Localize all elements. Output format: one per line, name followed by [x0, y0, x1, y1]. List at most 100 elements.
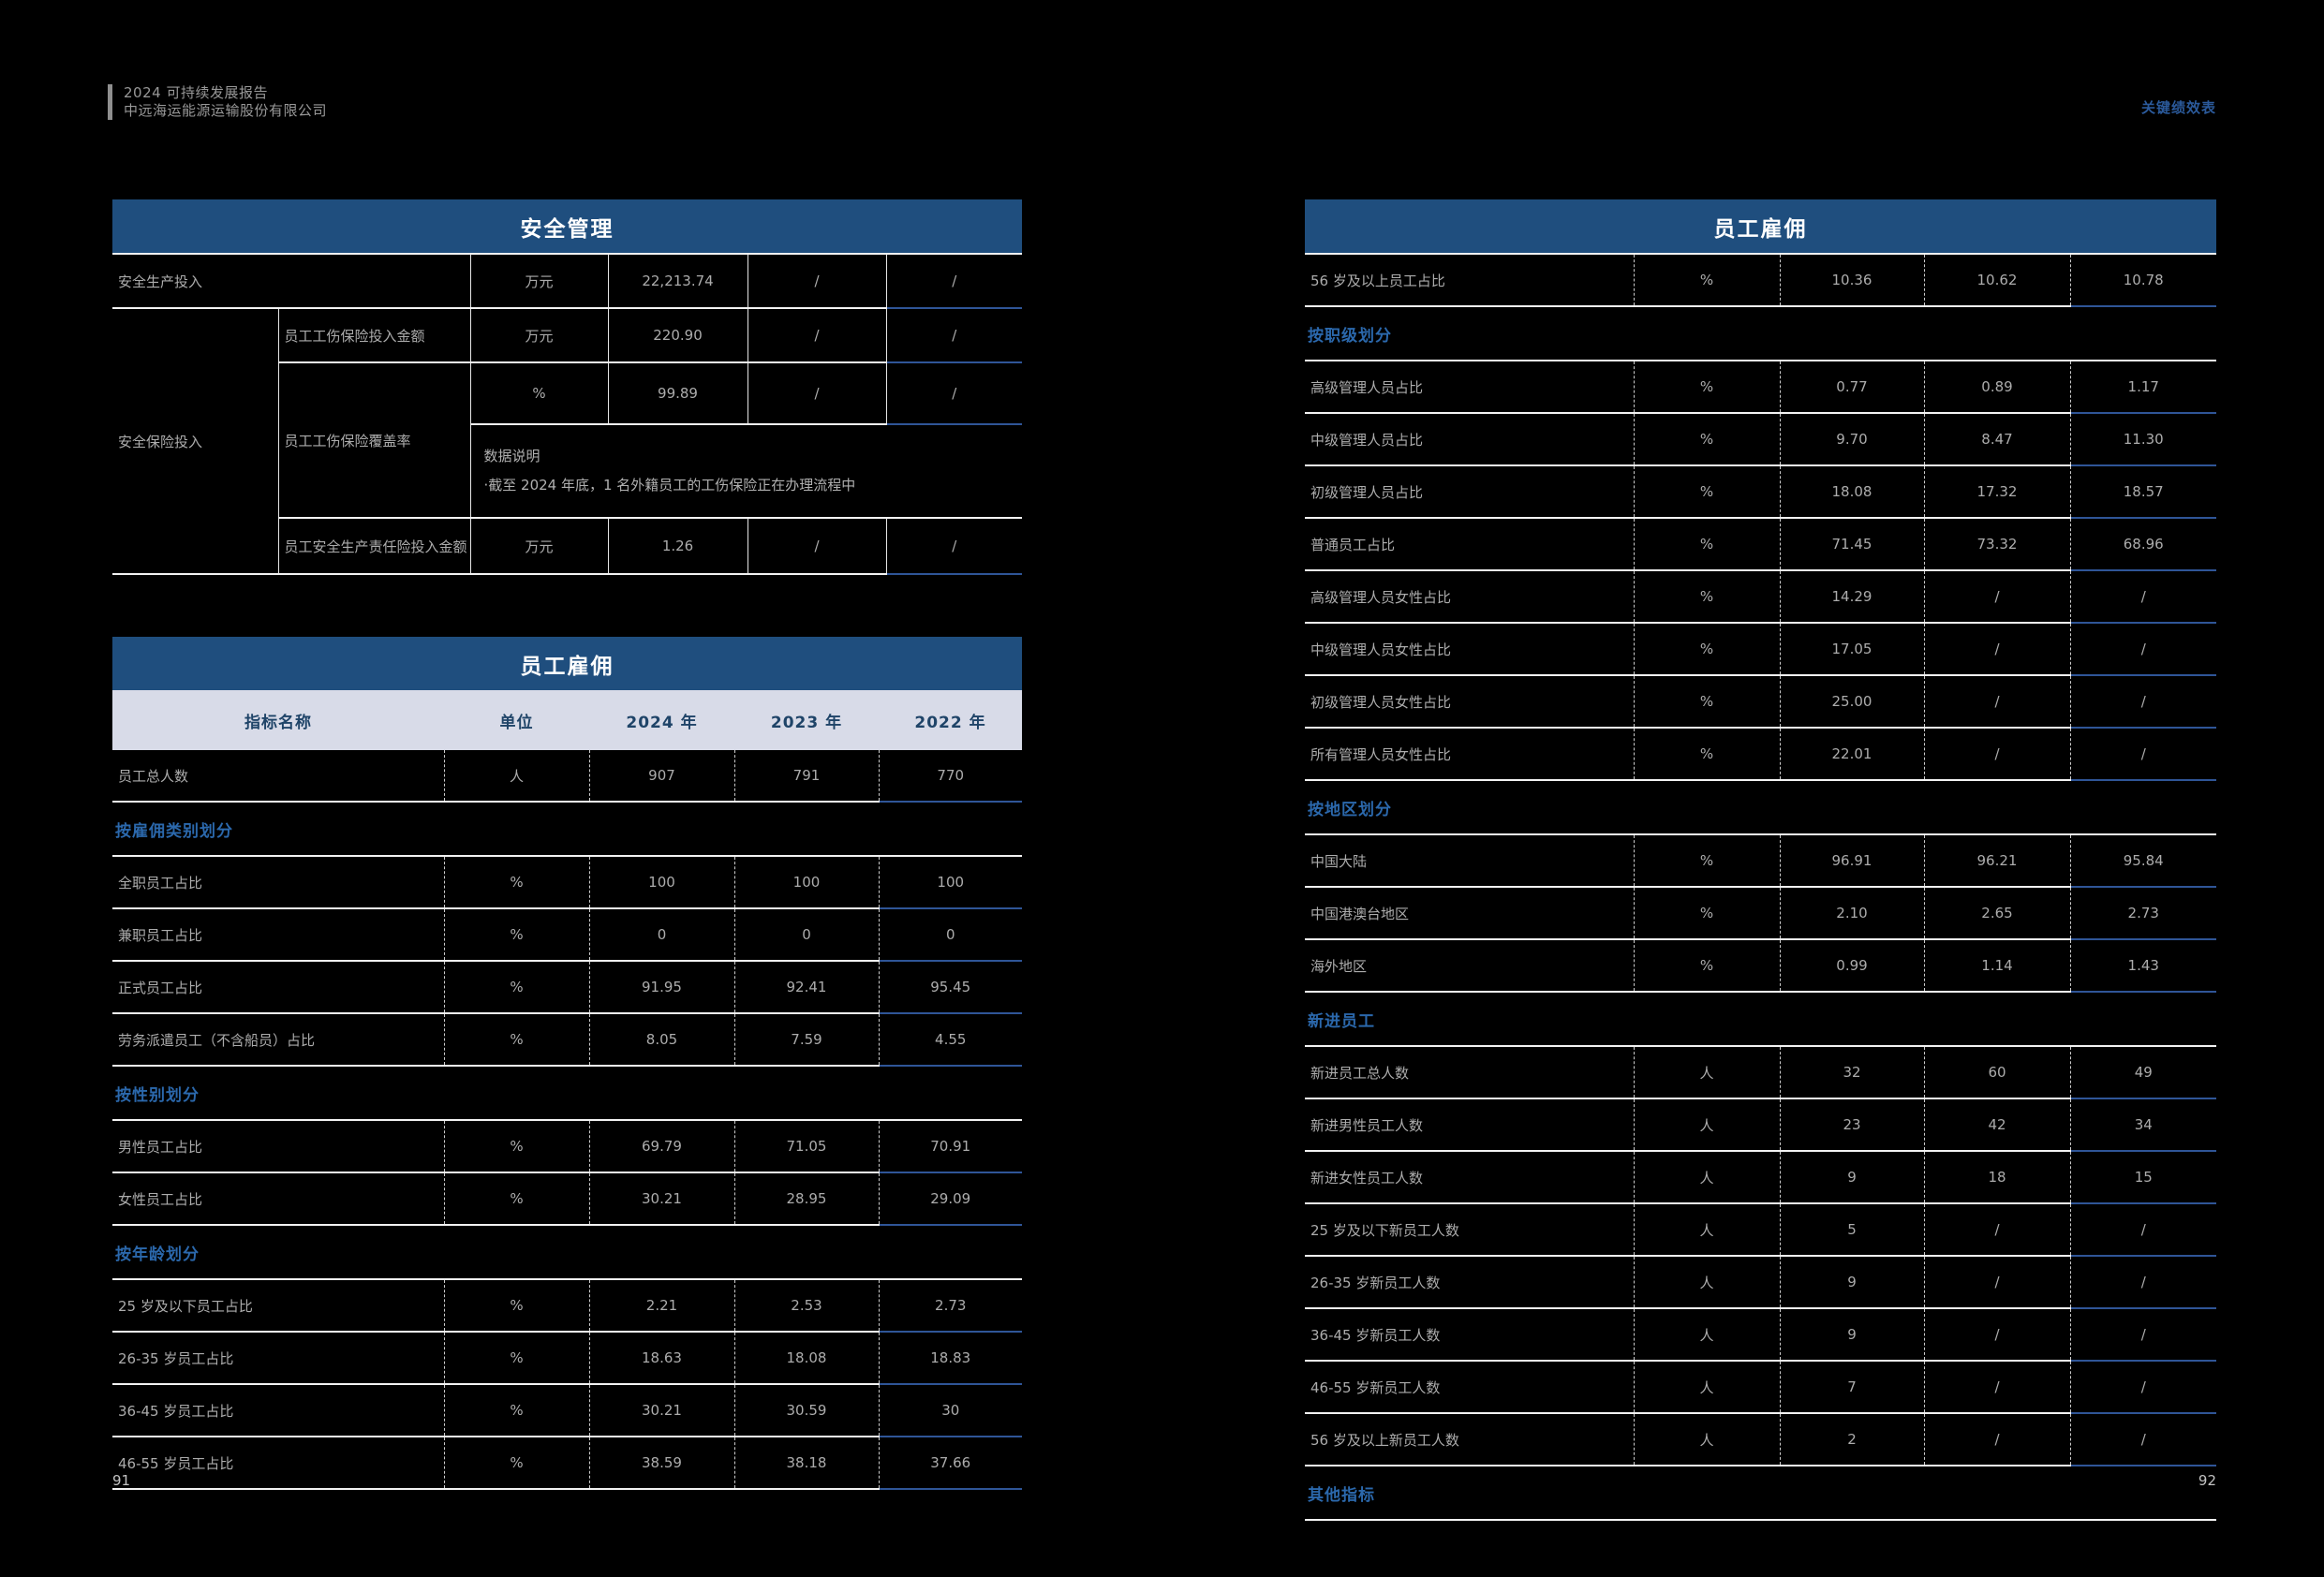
- section-tab-key-performance[interactable]: 关键绩效表: [2140, 99, 2216, 116]
- employee-employment-table-left: 员工雇佣 指标名称 单位 2024 年 2023 年 2022 年员工总人数人 907 79…: [112, 637, 1022, 1490]
- unit-cell: %: [1633, 887, 1780, 940]
- unit-cell: 人: [1633, 1413, 1780, 1466]
- unit-cell: %: [1633, 675, 1780, 729]
- indicator-cell: 26-35 岁新员工人数: [1305, 1256, 1634, 1309]
- table-row: 36-45 岁员工占比% 30.21 30.59 30: [112, 1384, 1022, 1437]
- indicator-cell: 所有管理人员女性占比: [1305, 728, 1634, 781]
- value-2023-cell: 10.62: [1923, 254, 2070, 307]
- value-2022-cell: 18.57: [2069, 465, 2216, 519]
- unit-cell: 万元: [469, 254, 609, 309]
- value-2022-cell: 68.96: [2069, 518, 2216, 571]
- table-row: 劳务派遣员工（不含船员）占比% 8.05 7.59 4.55: [112, 1013, 1022, 1067]
- value-2022-cell: 18.83: [878, 1332, 1022, 1385]
- section-label: 其他指标: [1308, 1485, 1375, 1505]
- value-2024-cell: 0: [588, 908, 734, 962]
- column-header-cell: 指标名称: [112, 690, 444, 750]
- value-2023-cell: 17.32: [1923, 465, 2070, 519]
- table-row: 46-55 岁员工占比% 38.59 38.18 37.66: [112, 1437, 1022, 1490]
- employment-table-block: 25 岁及以下员工占比% 2.21 2.53 2.73 26-35 岁员工占比% 18.6…: [112, 1278, 1022, 1490]
- value-2023-cell: 42: [1923, 1098, 2070, 1152]
- table-row: 中级管理人员女性占比% 17.05//: [1305, 623, 2216, 676]
- value-2024-cell: 100: [588, 856, 734, 909]
- value-2023-cell: 60: [1923, 1046, 2070, 1099]
- unit-cell: %: [1633, 570, 1780, 624]
- indicator-group-cell: 安全保险投入: [112, 308, 278, 575]
- employment-table-title: 员工雇佣: [112, 637, 1022, 690]
- indicator-cell: 26-35 岁员工占比: [112, 1332, 444, 1385]
- section-label: 按性别划分: [115, 1085, 200, 1105]
- unit-cell: %: [443, 1332, 589, 1385]
- employee-employment-table-right: 员工雇佣 56 岁及以上员工占比% 10.36 10.62 10.78 按职级划分 高级管…: [1305, 199, 2216, 1521]
- indicator-cell: 36-45 岁新员工人数: [1305, 1308, 1634, 1362]
- value-2023-cell: 8.47: [1923, 413, 2070, 466]
- table-row: 中级管理人员占比% 9.70 8.47 11.30: [1305, 413, 2216, 466]
- document-header: 2024 可持续发展报告 中远海运能源运输股份有限公司: [108, 84, 327, 120]
- table-row: 安全保险投入 员工工伤保险投入金额 万元 220.90 / /: [112, 308, 1023, 575]
- value-2024-cell: 14.29: [1779, 570, 1924, 624]
- unit-cell: %: [1633, 465, 1780, 519]
- unit-cell: 人: [1633, 1308, 1780, 1362]
- value-2022-cell: 10.78: [2069, 254, 2216, 307]
- table-row: 高级管理人员女性占比% 14.29//: [1305, 570, 2216, 624]
- unit-cell: 人: [1633, 1256, 1780, 1309]
- unit-cell: %: [1633, 939, 1780, 993]
- value-2024-cell: 8.05: [588, 1013, 734, 1067]
- value-2022-cell: 49: [2069, 1046, 2216, 1099]
- table-row: 所有管理人员女性占比% 22.01//: [1305, 728, 2216, 781]
- indicator-cell: 25 岁及以下新员工人数: [1305, 1203, 1634, 1257]
- indicator-cell: 中国港澳台地区: [1305, 887, 1634, 940]
- note-heading: 数据说明: [483, 448, 540, 464]
- value-2023-cell: /: [747, 518, 887, 575]
- indicator-cell: 初级管理人员占比: [1305, 465, 1634, 519]
- unit-cell: 万元: [469, 518, 609, 575]
- value-2022-cell: 11.30: [2069, 413, 2216, 466]
- unit-cell: %: [469, 362, 609, 425]
- indicator-cell: 36-45 岁员工占比: [112, 1384, 444, 1437]
- indicator-cell: 员工总人数: [112, 750, 444, 803]
- value-2022-cell: /: [2069, 1413, 2216, 1466]
- unit-cell: %: [443, 1384, 589, 1437]
- value-2023-cell: /: [1923, 1256, 2070, 1309]
- table-row: 普通员工占比% 71.45 73.32 68.96: [1305, 518, 2216, 571]
- table-row: 新进男性员工人数人 23 42 34: [1305, 1098, 2216, 1152]
- employment-table-block: 中国大陆% 96.91 96.21 95.84 中国港澳台地区% 2.10 2.65 2.73…: [1305, 833, 2216, 993]
- indicator-cell: 中级管理人员女性占比: [1305, 623, 1634, 676]
- indicator-cell: 高级管理人员女性占比: [1305, 570, 1634, 624]
- value-2023-cell: /: [1923, 675, 2070, 729]
- indicator-cell: 高级管理人员占比: [1305, 361, 1634, 414]
- indicator-cell: 员工安全生产责任险投入金额: [277, 518, 471, 575]
- table-row: 女性员工占比% 30.21 28.95 29.09: [112, 1172, 1022, 1226]
- indicator-cell: 56 岁及以上员工占比: [1305, 254, 1634, 307]
- employment-table-block: 高级管理人员占比% 0.77 0.89 1.17 中级管理人员占比% 9.70 8.47 11…: [1305, 360, 2216, 781]
- table-row: 25 岁及以下新员工人数人 5//: [1305, 1203, 2216, 1257]
- value-2022-cell: /: [2069, 623, 2216, 676]
- value-2022-cell: 4.55: [878, 1013, 1022, 1067]
- table-row: 56 岁及以上员工占比% 10.36 10.62 10.78: [1305, 254, 2216, 307]
- table-row: 员工安全生产责任险投入金额 万元 1.26 / /: [112, 518, 1023, 575]
- note-body: ·截至 2024 年底，1 名外籍员工的工伤保险正在办理流程中: [483, 477, 856, 494]
- value-2022-cell: /: [2069, 1203, 2216, 1257]
- value-2024-cell: 91.95: [588, 961, 734, 1014]
- section-label: 按职级划分: [1308, 326, 1392, 346]
- unit-cell: 人: [443, 750, 589, 803]
- value-2023-cell: 73.32: [1923, 518, 2070, 571]
- section-label: 按雇佣类别划分: [115, 821, 233, 841]
- indicator-cell: 中级管理人员占比: [1305, 413, 1634, 466]
- page-number-left: 91: [112, 1472, 131, 1489]
- value-2022-cell: 1.43: [2069, 939, 2216, 993]
- table-row: 全职员工占比% 100 100 100: [112, 856, 1022, 909]
- indicator-cell: 安全生产投入: [112, 254, 471, 309]
- value-2022-cell: 100: [878, 856, 1022, 909]
- indicator-cell: 海外地区: [1305, 939, 1634, 993]
- table-row: 26-35 岁员工占比% 18.63 18.08 18.83: [112, 1332, 1022, 1385]
- value-2023-cell: 2.53: [733, 1279, 879, 1333]
- value-2022-cell: 770: [878, 750, 1022, 803]
- indicator-cell: 劳务派遣员工（不含船员）占比: [112, 1013, 444, 1067]
- unit-cell: %: [1633, 254, 1780, 307]
- table-row: 初级管理人员占比% 18.08 17.32 18.57: [1305, 465, 2216, 519]
- value-2022-cell: 2.73: [878, 1279, 1022, 1333]
- safety-table-title: 安全管理: [112, 199, 1022, 253]
- value-2024-cell: 25.00: [1779, 675, 1924, 729]
- unit-cell: %: [1633, 413, 1780, 466]
